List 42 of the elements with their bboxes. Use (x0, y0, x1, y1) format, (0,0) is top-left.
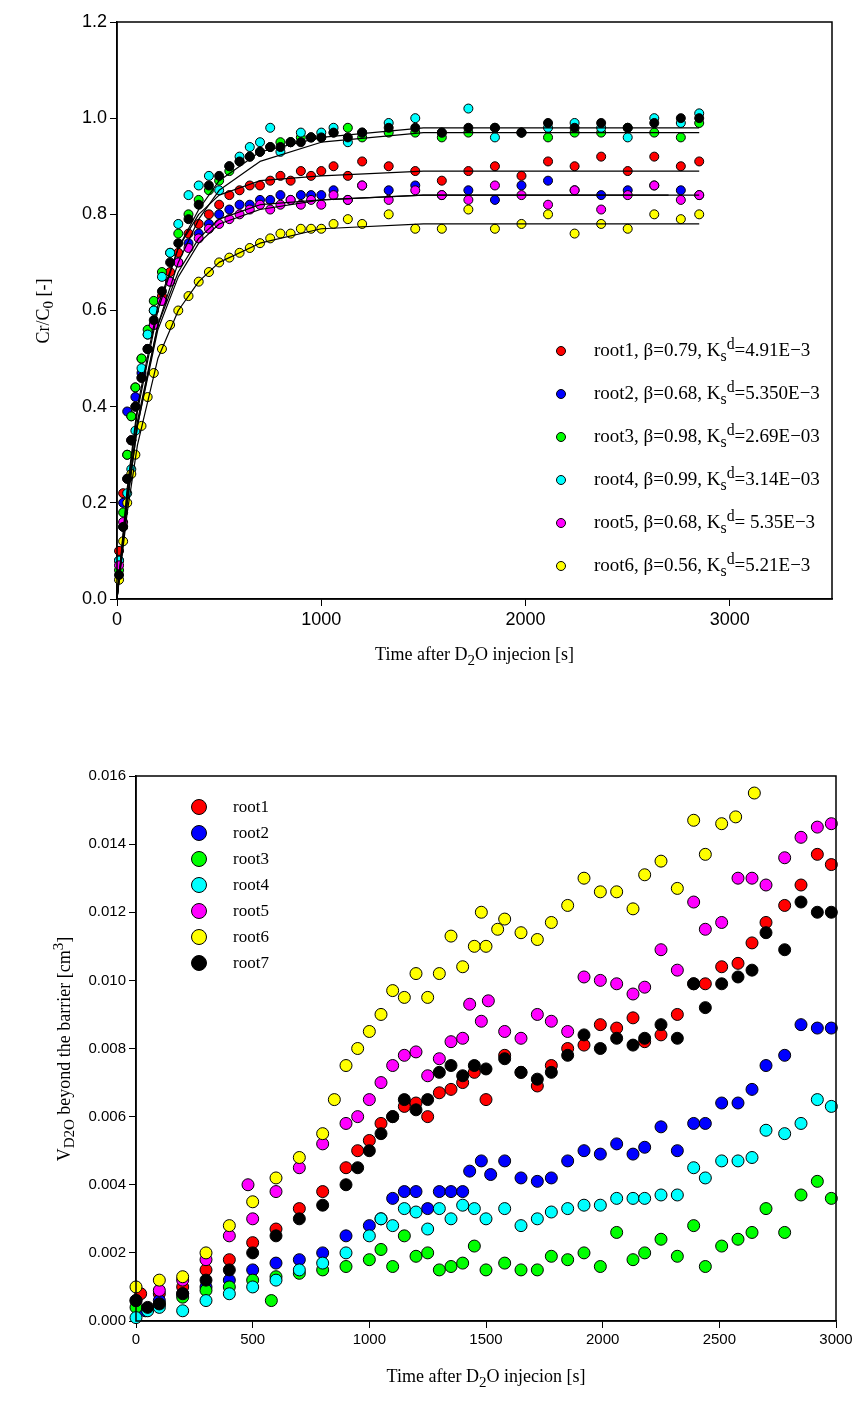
x-axis-title: Time after D$_{2}$O injecion [s] (386, 1366, 586, 1391)
x-tick-label: 1000 (301, 608, 342, 629)
y-tick-label: 0.000 (88, 1311, 126, 1329)
legend-label: root1, β=0.79, K$_{s}$$^{d}$=4.91E−3 (594, 335, 811, 366)
y-tick-label: 0.010 (88, 970, 126, 988)
y-tick-label: 0.4 (81, 395, 107, 416)
x-tick-label: 3000 (709, 608, 750, 629)
y-tick-label: 0.002 (88, 1243, 126, 1261)
x-tick-label: 1500 (469, 1330, 503, 1348)
legend-label: root1 (233, 797, 269, 817)
x-tick-label: 2000 (505, 608, 546, 629)
x-tick-label: 3000 (819, 1330, 853, 1348)
y-tick-label: 0.014 (88, 834, 126, 852)
legend-label: root5 (233, 901, 269, 921)
y-tick-label: 0.006 (88, 1106, 126, 1124)
legend-label: root3, β=0.98, K$_{s}$$^{d}$=2.69E−03 (594, 421, 820, 452)
x-tick-label: 0 (131, 1330, 141, 1348)
x-tick-label: 0 (111, 608, 123, 629)
legend-label: root4, β=0.99, K$_{s}$$^{d}$=3.14E−03 (594, 464, 820, 495)
y-tick-label: 0.2 (81, 491, 107, 512)
legend-label: root3 (233, 849, 269, 869)
x-tick-label: 2000 (585, 1330, 620, 1348)
x-tick-label: 500 (240, 1330, 266, 1348)
y-tick-label: 1.0 (81, 107, 107, 128)
legend-label: root2, β=0.68, K$_{s}$$^{d}$=5.350E−3 (594, 378, 820, 409)
y-tick-label: 1.2 (81, 10, 107, 31)
y-tick-label: 0.016 (88, 766, 126, 784)
y-tick-label: 0.008 (88, 1038, 126, 1056)
x-axis-title: Time after D$_{2}$O injecion [s] (375, 644, 574, 669)
legend-label: root4 (233, 875, 269, 895)
legend-label: root7 (233, 953, 269, 973)
y-tick-label: 0.0 (81, 587, 107, 608)
legend-label: root2 (233, 823, 269, 843)
legend-label: root6 (233, 927, 269, 947)
x-tick-label: 2500 (702, 1330, 737, 1348)
legend-label: root6, β=0.56, K$_{s}$$^{d}$=5.21E−3 (594, 550, 811, 581)
y-tick-label: 0.6 (81, 299, 107, 320)
x-tick-label: 1000 (352, 1330, 387, 1348)
y-tick-label: 0.8 (81, 203, 107, 224)
y-tick-label: 0.012 (88, 902, 126, 920)
y-tick-label: 0.004 (88, 1174, 126, 1192)
legend-label: root5, β=0.68, K$_{s}$$^{d}$= 5.35E−3 (594, 507, 816, 538)
